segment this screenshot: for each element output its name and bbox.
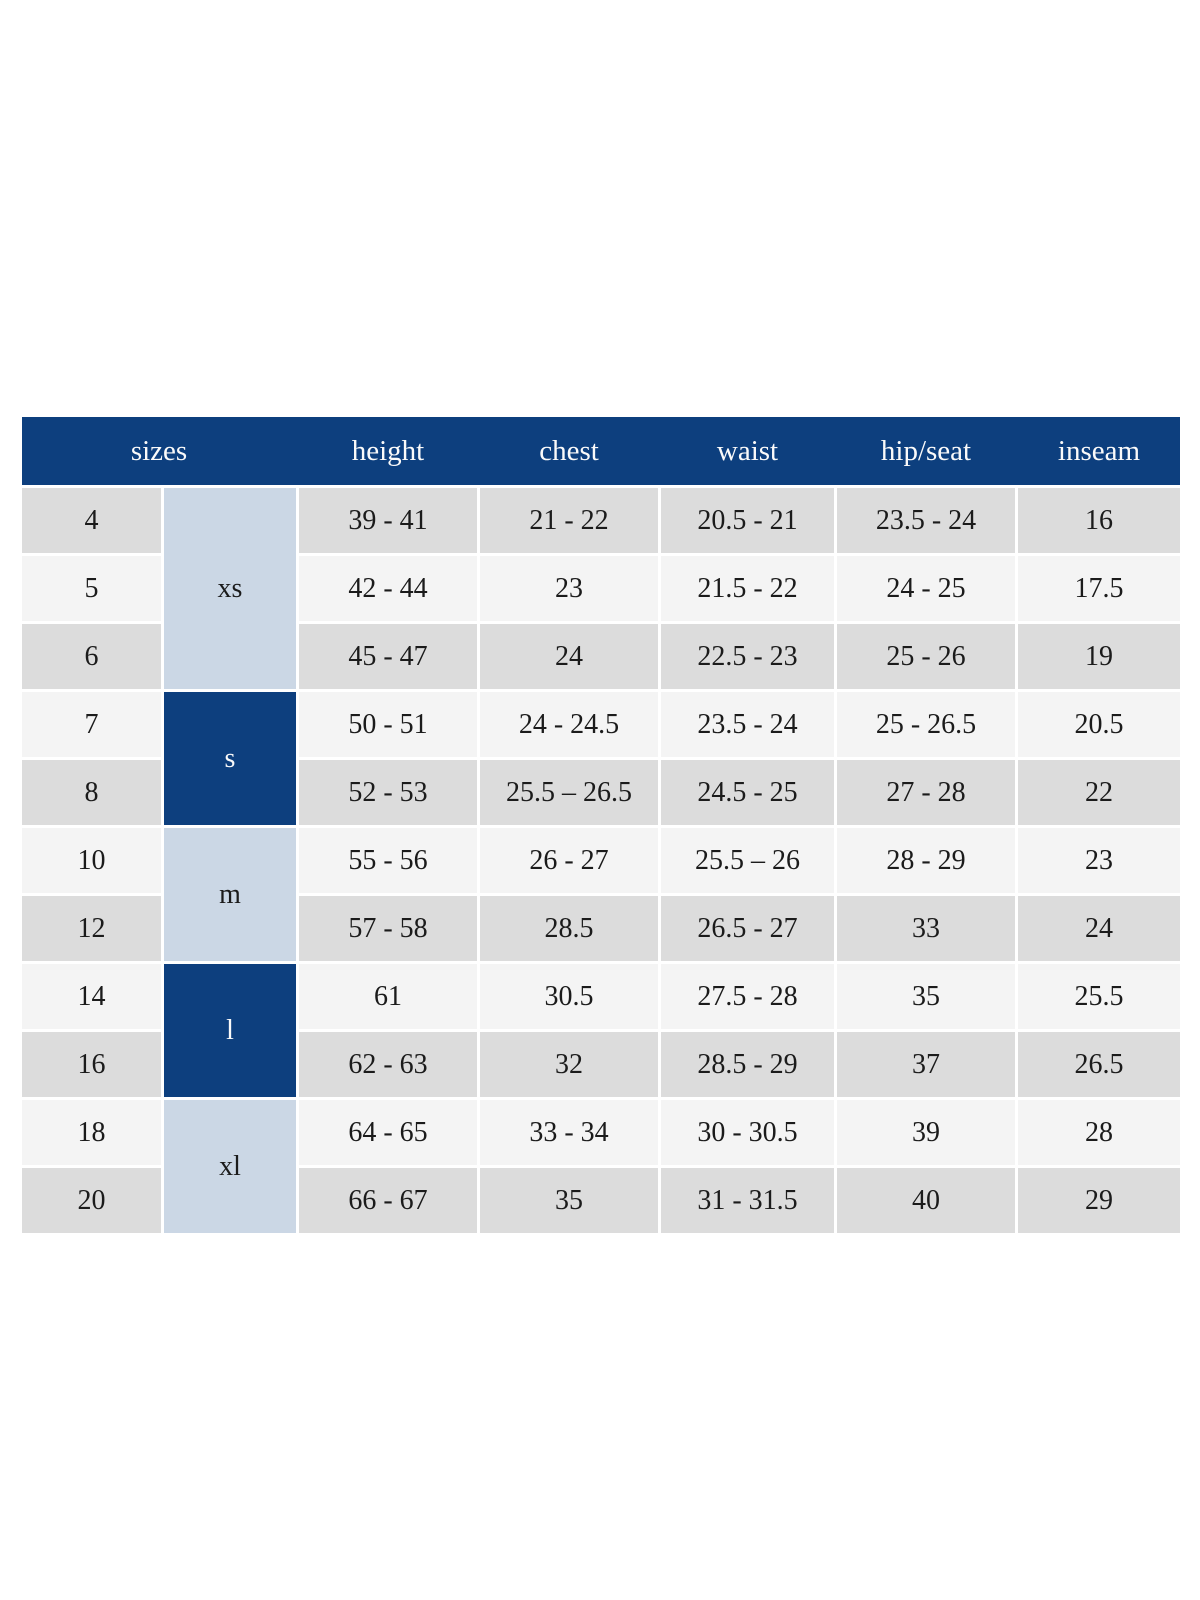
size-cell: 5	[22, 556, 161, 621]
column-header-sizes: sizes	[130, 434, 188, 467]
hip-seat-cell: 39	[837, 1100, 1015, 1165]
inseam-cell: 25.5	[1018, 964, 1180, 1029]
inseam-cell: 17.5	[1018, 556, 1180, 621]
waist-cell: 31 - 31.5	[661, 1168, 834, 1233]
inseam-cell: 28	[1018, 1100, 1180, 1165]
height-cell: 52 - 53	[299, 760, 477, 825]
height-cell: 57 - 58	[299, 896, 477, 961]
size-cell: 12	[22, 896, 161, 961]
size-cell: 14	[22, 964, 161, 1029]
inseam-cell: 20.5	[1018, 692, 1180, 757]
column-header-hip-seat: hip/seat	[880, 434, 972, 467]
size-group-cell-xl: xl	[164, 1100, 296, 1233]
table-header-row: sizes height chest waist hip/seat inseam	[22, 417, 1180, 485]
height-cell: 55 - 56	[299, 828, 477, 893]
inseam-cell: 16	[1018, 488, 1180, 553]
height-cell: 50 - 51	[299, 692, 477, 757]
hip-seat-cell: 24 - 25	[837, 556, 1015, 621]
height-cell: 64 - 65	[299, 1100, 477, 1165]
hip-seat-cell: 37	[837, 1032, 1015, 1097]
size-group-cell-m: m	[164, 828, 296, 961]
hip-seat-cell: 27 - 28	[837, 760, 1015, 825]
chest-cell: 28.5	[480, 896, 658, 961]
waist-cell: 25.5 – 26	[661, 828, 834, 893]
inseam-cell: 29	[1018, 1168, 1180, 1233]
size-group-cell-l: l	[164, 964, 296, 1097]
hip-seat-cell: 25 - 26	[837, 624, 1015, 689]
size-cell: 10	[22, 828, 161, 893]
inseam-cell: 23	[1018, 828, 1180, 893]
column-header-chest: chest	[539, 434, 599, 467]
size-cell: 8	[22, 760, 161, 825]
waist-cell: 27.5 - 28	[661, 964, 834, 1029]
height-cell: 39 - 41	[299, 488, 477, 553]
waist-cell: 26.5 - 27	[661, 896, 834, 961]
size-cell: 4	[22, 488, 161, 553]
chest-cell: 26 - 27	[480, 828, 658, 893]
hip-seat-cell: 28 - 29	[837, 828, 1015, 893]
chest-cell: 24 - 24.5	[480, 692, 658, 757]
size-cell: 18	[22, 1100, 161, 1165]
inseam-cell: 22	[1018, 760, 1180, 825]
height-cell: 61	[299, 964, 477, 1029]
chest-cell: 35	[480, 1168, 658, 1233]
size-group-cell-xs: xs	[164, 488, 296, 689]
chest-cell: 32	[480, 1032, 658, 1097]
column-header-height: height	[351, 434, 425, 467]
size-cell: 6	[22, 624, 161, 689]
inseam-cell: 26.5	[1018, 1032, 1180, 1097]
waist-cell: 21.5 - 22	[661, 556, 834, 621]
hip-seat-cell: 40	[837, 1168, 1015, 1233]
chest-cell: 24	[480, 624, 658, 689]
size-chart-table: sizes height chest waist hip/seat inseam…	[22, 417, 1180, 1233]
inseam-cell: 24	[1018, 896, 1180, 961]
height-cell: 62 - 63	[299, 1032, 477, 1097]
waist-cell: 23.5 - 24	[661, 692, 834, 757]
column-header-waist: waist	[716, 434, 779, 467]
column-header-inseam: inseam	[1057, 434, 1141, 467]
chest-cell: 21 - 22	[480, 488, 658, 553]
waist-cell: 28.5 - 29	[661, 1032, 834, 1097]
hip-seat-cell: 23.5 - 24	[837, 488, 1015, 553]
size-cell: 20	[22, 1168, 161, 1233]
waist-cell: 22.5 - 23	[661, 624, 834, 689]
height-cell: 66 - 67	[299, 1168, 477, 1233]
waist-cell: 30 - 30.5	[661, 1100, 834, 1165]
height-cell: 42 - 44	[299, 556, 477, 621]
size-cell: 16	[22, 1032, 161, 1097]
size-cell: 7	[22, 692, 161, 757]
chest-cell: 25.5 – 26.5	[480, 760, 658, 825]
waist-cell: 20.5 - 21	[661, 488, 834, 553]
inseam-cell: 19	[1018, 624, 1180, 689]
hip-seat-cell: 25 - 26.5	[837, 692, 1015, 757]
chest-cell: 30.5	[480, 964, 658, 1029]
height-cell: 45 - 47	[299, 624, 477, 689]
hip-seat-cell: 33	[837, 896, 1015, 961]
hip-seat-cell: 35	[837, 964, 1015, 1029]
size-group-cell-s: s	[164, 692, 296, 825]
chest-cell: 33 - 34	[480, 1100, 658, 1165]
chest-cell: 23	[480, 556, 658, 621]
waist-cell: 24.5 - 25	[661, 760, 834, 825]
